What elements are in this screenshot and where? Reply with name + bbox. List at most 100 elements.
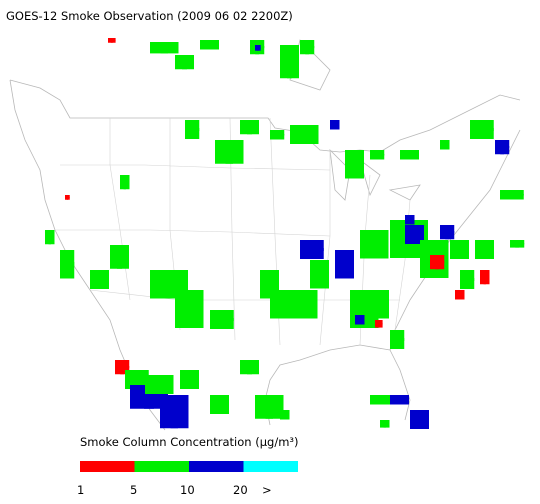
color-swatch xyxy=(134,461,189,472)
smoke-patch xyxy=(185,306,204,328)
lakes xyxy=(289,39,421,201)
smoke-patch xyxy=(108,40,113,43)
smoke-patch xyxy=(370,399,394,405)
smoke-patch xyxy=(407,154,419,160)
smoke-patch xyxy=(355,319,361,325)
smoke-patch xyxy=(465,270,475,281)
smoke-patch xyxy=(48,236,55,245)
smoke-patch xyxy=(377,302,389,319)
legend-label: 5 xyxy=(130,483,137,497)
smoke-patch xyxy=(240,120,252,129)
smoke-patch xyxy=(390,395,402,401)
smoke-patch xyxy=(440,225,449,234)
smoke-patch xyxy=(510,243,519,248)
smoke-patch xyxy=(218,310,234,321)
smoke-patch xyxy=(270,130,279,136)
smoke-patch xyxy=(247,360,259,369)
smoke-patch xyxy=(108,38,113,41)
smoke-patch xyxy=(383,420,390,425)
smoke-patch xyxy=(123,175,130,184)
smoke-patch xyxy=(66,195,70,198)
smoke-patch xyxy=(145,375,163,386)
smoke-patch xyxy=(290,125,308,136)
smoke-patch xyxy=(247,126,259,135)
smoke-patch xyxy=(342,262,354,279)
smoke-patch xyxy=(110,40,116,43)
smoke-patch xyxy=(65,262,75,279)
smoke-patch xyxy=(408,215,415,221)
smoke-patch xyxy=(333,124,340,130)
smoke-patch xyxy=(210,395,222,406)
smoke-patch xyxy=(508,194,524,200)
smoke-patch xyxy=(352,162,364,179)
smoke-patch xyxy=(408,219,415,225)
smoke-patch xyxy=(383,423,390,428)
smoke-patch xyxy=(125,378,140,389)
smoke-patch xyxy=(117,255,129,269)
smoke-patch xyxy=(445,225,455,234)
smoke-patch xyxy=(125,370,140,381)
smoke-patch xyxy=(370,154,379,160)
smoke-patch xyxy=(120,175,126,184)
smoke-patch xyxy=(480,270,486,279)
smoke-patch xyxy=(457,240,469,251)
smoke-patch xyxy=(330,120,336,126)
smoke-patch xyxy=(120,366,130,375)
color-swatch xyxy=(80,461,135,472)
smoke-patch xyxy=(475,248,487,259)
smoke-patch xyxy=(405,225,417,236)
smoke-patch xyxy=(280,414,286,420)
smoke-patch xyxy=(90,278,102,289)
smoke-patch xyxy=(375,150,385,156)
smoke-patch xyxy=(207,40,219,46)
smoke-patch xyxy=(133,378,149,389)
smoke-patch xyxy=(460,270,469,281)
smoke-patch xyxy=(482,248,494,259)
smoke-patch xyxy=(207,44,219,50)
smoke-patch xyxy=(290,133,308,144)
smoke-patch xyxy=(65,197,68,200)
smoke-patch xyxy=(120,181,126,190)
smoke-patch xyxy=(150,42,168,49)
smoke-patch xyxy=(440,231,449,240)
smoke-patch xyxy=(405,219,411,225)
smoke-patch xyxy=(265,405,284,419)
smoke-patch xyxy=(257,47,261,51)
smoke-patch xyxy=(515,240,525,245)
smoke-patch xyxy=(435,261,445,270)
smoke-patch xyxy=(358,319,365,325)
smoke-patch xyxy=(300,133,319,144)
smoke-patch xyxy=(210,318,225,329)
legend-label: 10 xyxy=(180,483,195,497)
smoke-patch xyxy=(443,140,450,146)
smoke-patch xyxy=(180,378,192,389)
smoke-patch xyxy=(187,370,199,381)
smoke-patch xyxy=(435,255,445,264)
smoke-patch xyxy=(240,126,252,135)
smoke-patch xyxy=(283,414,290,420)
smoke-patch xyxy=(180,370,192,381)
smoke-patch xyxy=(275,130,285,136)
smoke-patch xyxy=(400,154,412,160)
smoke-patch xyxy=(97,270,109,281)
smoke-patch xyxy=(217,395,229,406)
smoke-patch xyxy=(450,240,462,251)
smoke-patch xyxy=(187,378,199,389)
smoke-patch xyxy=(470,128,485,139)
smoke-patch xyxy=(380,420,386,425)
smoke-patch xyxy=(200,40,212,46)
smoke-patch xyxy=(495,140,504,149)
smoke-patch xyxy=(370,242,389,259)
smoke-patch xyxy=(377,323,383,328)
smoke-patch xyxy=(283,410,290,416)
smoke-patch xyxy=(380,423,386,428)
smoke-patch xyxy=(480,276,486,285)
smoke-patch xyxy=(97,278,109,289)
smoke-patch xyxy=(123,181,130,190)
smoke-patch xyxy=(275,134,285,140)
smoke-patch xyxy=(182,61,194,70)
smoke-patch xyxy=(115,360,124,369)
smoke-patch xyxy=(417,418,429,429)
smoke-patch xyxy=(170,409,189,429)
